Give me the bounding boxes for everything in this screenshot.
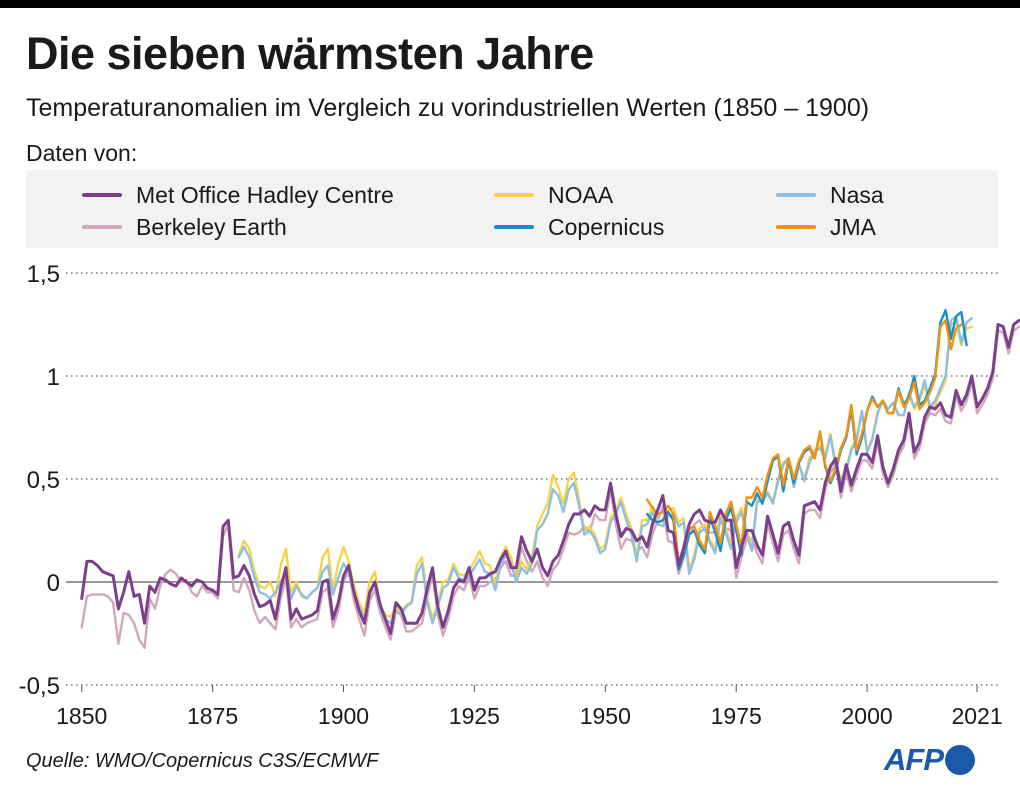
y-tick-label: 1 [47,364,60,391]
series-line-hadcrut [80,318,1020,635]
series-line-jma [646,319,963,563]
afp-logo: AFP [884,742,975,778]
legend-label-berkeley: Berkeley Earth [136,213,287,240]
legend-item-nasa: Nasa [776,180,884,210]
legend-label-hadcrut: Met Office Hadley Centre [136,181,394,208]
x-tick-label: 2000 [842,703,893,729]
x-tick-label: 2021 [951,703,1002,729]
legend-item-jma: JMA [776,212,876,242]
legend: Met Office Hadley Centre Berkeley Earth … [26,170,998,248]
y-tick-label: 0 [47,570,60,597]
y-tick-label: 0,5 [27,467,60,494]
x-tick-label: 1950 [580,703,631,729]
legend-label-nasa: Nasa [830,181,884,208]
legend-swatch-nasa [776,193,816,197]
legend-swatch-berkeley [82,225,122,229]
series-line-nasa [237,315,973,625]
legend-label-jma: JMA [830,213,876,240]
legend-label-copernicus: Copernicus [548,213,665,240]
x-tick-label: 1875 [187,703,238,729]
tick-layer: -0,5 0 0,5 1 1,5 1850 1875 1900 1925 1950 1975 2000… [19,261,1003,729]
chart-subtitle: Temperaturanomalien im Vergleich zu vori… [26,94,870,122]
x-tick-label: 1850 [56,703,107,729]
legend-item-berkeley: Berkeley Earth [82,212,287,242]
x-tick-label: 1925 [449,703,500,729]
afp-logo-dot [945,745,975,775]
temperature-line-chart: -0,5 0 0,5 1 1,5 1850 1875 1900 1925 1950 1975 2000… [19,261,1020,729]
legend-caption: Daten von: [26,140,138,166]
y-tick-label: 1,5 [27,261,60,288]
legend-swatch-hadcrut [82,193,122,197]
x-tick-label: 1975 [711,703,762,729]
top-rule [0,0,1020,8]
y-tick-label: -0,5 [19,673,60,700]
legend-swatch-noaa [494,193,534,197]
chart-title: Die sieben wärmsten Jahre [26,28,594,79]
series-line-berkeley [80,325,1020,650]
legend-label-noaa: NOAA [548,181,614,208]
legend-swatch-jma [776,225,816,229]
legend-item-noaa: NOAA [494,180,613,210]
legend-swatch-copernicus [494,225,534,229]
legend-item-copernicus: Copernicus [494,212,664,242]
source-note: Quelle: WMO/Copernicus C3S/ECMWF [26,750,379,772]
grid-layer [66,272,998,686]
series-line-copernicus [646,308,968,571]
legend-item-hadcrut: Met Office Hadley Centre [82,180,394,210]
series-layer [80,308,1020,650]
x-tick-label: 1900 [318,703,369,729]
afp-logo-text: AFP [884,742,944,777]
